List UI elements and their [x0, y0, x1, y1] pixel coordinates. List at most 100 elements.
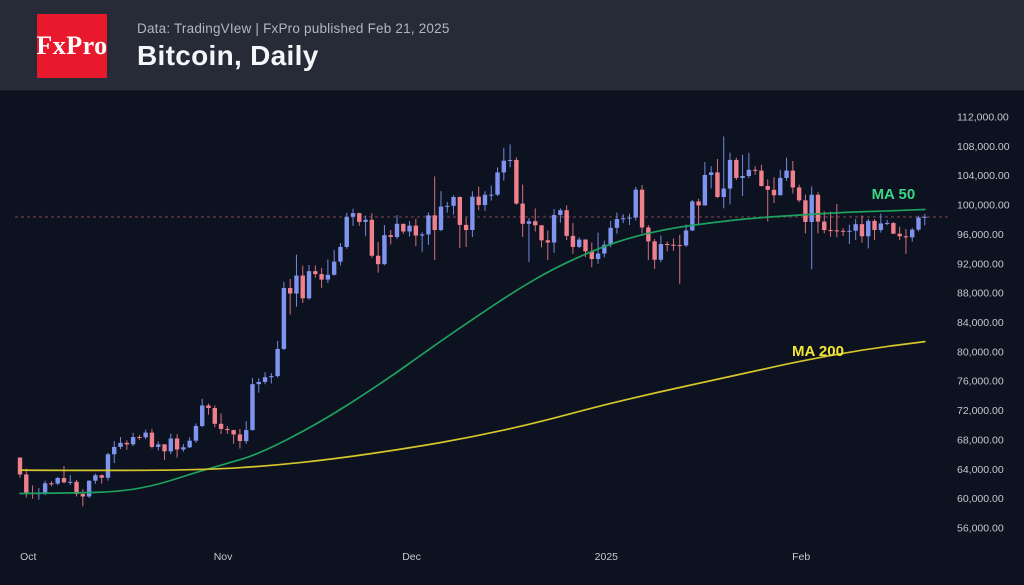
- candle-up: [847, 230, 852, 232]
- candle-down: [137, 437, 142, 439]
- candle-up: [93, 475, 98, 481]
- candle-down: [664, 243, 670, 245]
- y-axis-tick: 112,000.00: [957, 112, 1009, 124]
- candle-down: [715, 172, 720, 198]
- candle-up: [727, 159, 733, 189]
- candle-up: [118, 442, 123, 447]
- candle-down: [237, 434, 243, 442]
- y-axis-tick: 60,000.00: [957, 493, 1004, 505]
- candle-up: [878, 223, 884, 231]
- candle-up: [708, 172, 714, 175]
- candle-down: [162, 444, 167, 452]
- ma50-label: MA 50: [872, 186, 916, 203]
- candle-down: [476, 196, 481, 206]
- candle-up: [187, 440, 192, 448]
- candle-down: [639, 189, 645, 228]
- candle-down: [822, 221, 827, 231]
- candle-down: [652, 241, 657, 260]
- candle-up: [363, 219, 368, 222]
- ma50-line: [19, 208, 926, 495]
- candle-up: [105, 454, 111, 478]
- candle-down: [859, 224, 865, 237]
- candle-down: [432, 215, 437, 231]
- y-axis-tick: 80,000.00: [957, 346, 1004, 358]
- candle-down: [759, 170, 764, 186]
- candle-down: [583, 239, 588, 252]
- candle-down: [564, 210, 569, 236]
- y-axis-tick: 76,000.00: [957, 376, 1004, 388]
- candle-up: [407, 225, 412, 232]
- candle-up: [451, 197, 456, 206]
- candle-up: [809, 194, 814, 222]
- candle-down: [313, 271, 318, 275]
- candle-up: [262, 377, 268, 382]
- candle-up: [143, 432, 148, 438]
- y-axis-tick: 84,000.00: [957, 317, 1004, 329]
- candle-down: [897, 233, 902, 237]
- candle-up: [426, 215, 431, 235]
- candle-down: [840, 230, 846, 232]
- candle-up: [482, 194, 488, 206]
- candle-down: [828, 230, 833, 232]
- chart-title: Bitcoin, Daily: [137, 40, 319, 71]
- candle-down: [815, 194, 821, 222]
- candle-up: [740, 176, 745, 178]
- candle-down: [17, 457, 23, 475]
- y-axis-tick: 104,000.00: [957, 170, 1010, 182]
- candle-up: [181, 447, 186, 450]
- candle-up: [275, 348, 280, 377]
- y-axis-tick: 108,000.00: [957, 141, 1010, 153]
- candle-up: [595, 253, 601, 260]
- candle-down: [734, 159, 739, 178]
- fxpro-logo: FxPro: [36, 14, 108, 78]
- candle-up: [853, 224, 858, 231]
- candle-down: [24, 474, 29, 493]
- candle-down: [514, 159, 519, 204]
- candle-up: [633, 189, 638, 218]
- candle-down: [49, 483, 54, 485]
- candle-up: [916, 217, 921, 230]
- candle-down: [218, 423, 224, 429]
- candle-down: [61, 477, 67, 483]
- y-axis-tick: 64,000.00: [957, 464, 1004, 476]
- candle-down: [231, 430, 236, 435]
- candle-up: [620, 218, 626, 220]
- candle-down: [771, 189, 777, 196]
- candle-up: [338, 246, 343, 262]
- candle-up: [608, 227, 613, 245]
- candle-up: [331, 261, 337, 275]
- candle-down: [225, 428, 230, 431]
- candle-up: [294, 275, 299, 294]
- candle-down: [696, 201, 701, 206]
- candle-down: [903, 236, 909, 238]
- candle-up: [445, 205, 450, 207]
- candle-up: [489, 194, 494, 196]
- candle-up: [193, 426, 199, 441]
- candle-up: [269, 376, 274, 378]
- x-axis-tick: Dec: [402, 551, 421, 563]
- candle-down: [803, 200, 808, 222]
- candle-down: [520, 203, 525, 224]
- candle-up: [306, 271, 312, 299]
- y-axis-tick: 68,000.00: [957, 434, 1004, 446]
- candle-down: [369, 219, 375, 256]
- candle-up: [382, 235, 387, 265]
- candle-up: [419, 234, 425, 236]
- candle-down: [545, 240, 550, 243]
- candle-down: [99, 475, 104, 478]
- candle-down: [287, 288, 293, 294]
- candle-up: [507, 159, 513, 161]
- x-axis-tick: Oct: [20, 551, 36, 563]
- fxpro-logo-text: FxPro: [36, 31, 108, 60]
- candle-up: [577, 239, 582, 247]
- candle-up: [558, 210, 563, 215]
- candle-up: [866, 220, 871, 237]
- candle-up: [602, 244, 607, 254]
- candle-down: [463, 224, 469, 231]
- candle-up: [884, 223, 890, 225]
- candle-up: [721, 188, 726, 198]
- candle-up: [551, 214, 557, 243]
- y-axis-tick: 72,000.00: [957, 405, 1004, 417]
